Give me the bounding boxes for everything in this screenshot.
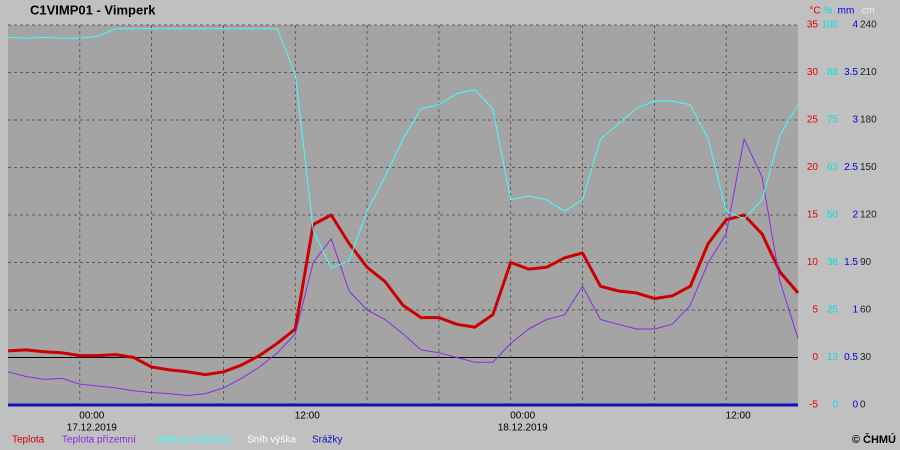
y-tick-label: 88 [827,67,839,78]
y-tick-label: 50 [827,210,839,221]
y-tick-label: 25 [827,305,839,316]
y-tick-label: 2 [852,210,858,221]
y-tick-label: 10 [807,257,819,268]
y-tick-label: 0.5 [844,352,858,363]
y-tick-label: 1.5 [844,257,858,268]
y-tick-label: 25 [807,115,819,126]
y-tick-label: 0 [812,352,818,363]
y-tick-label: 35 [807,20,819,31]
x-tick-label: 00:00 [510,411,535,422]
y-tick-label: 3.5 [844,67,858,78]
y-tick-label: 20 [807,162,819,173]
axis-unit: mm [838,6,855,17]
y-tick-label: 90 [860,257,872,268]
series-line [7,213,800,377]
y-tick-label: 120 [860,210,877,221]
y-tick-label: 60 [860,305,872,316]
x-tick-label: 12:00 [295,411,320,422]
legend-entry: Sníh výška [247,435,296,446]
chart-title: C1VIMP01 - Vimperk [30,2,156,17]
y-tick-label: 180 [860,115,877,126]
y-tick-label: 0 [832,400,838,411]
y-tick-label: 210 [860,67,877,78]
y-tick-label: 75 [827,115,839,126]
y-tick-label: 38 [827,257,839,268]
y-tick-label: 1 [852,305,858,316]
series-line [7,28,799,269]
y-tick-label: 2.5 [844,162,858,173]
y-tick-label: 0 [860,400,866,411]
x-date-label: 18.12.2019 [498,423,548,434]
y-tick-label: 3 [852,115,858,126]
legend-entry: Srážky [312,435,343,446]
y-tick-label: -5 [809,400,818,411]
legend-entry: Vlhkost vzduchu [157,435,230,446]
legend-entry: Teplota [12,435,45,446]
y-tick-label: 100 [821,20,838,31]
credit: © ČHMÚ [852,433,896,446]
y-tick-label: 0 [852,400,858,411]
y-tick-label: 240 [860,20,877,31]
y-tick-label: 13 [827,352,839,363]
axis-unit: cm [861,6,874,17]
y-tick-label: 30 [807,67,819,78]
y-tick-label: 30 [860,352,872,363]
y-tick-label: 63 [827,162,839,173]
y-tick-label: 15 [807,210,819,221]
x-tick-label: 00:00 [79,411,104,422]
legend-entry: Teplota přízemní [62,435,136,446]
axis-unit: °C [809,6,820,17]
series-line [7,138,799,396]
y-tick-label: 150 [860,162,877,173]
x-tick-label: 12:00 [726,411,751,422]
axis-unit: % [824,6,833,17]
y-tick-label: 4 [852,20,858,31]
plot-area [8,25,798,405]
x-date-label: 17.12.2019 [67,423,117,434]
y-tick-label: 5 [812,305,818,316]
